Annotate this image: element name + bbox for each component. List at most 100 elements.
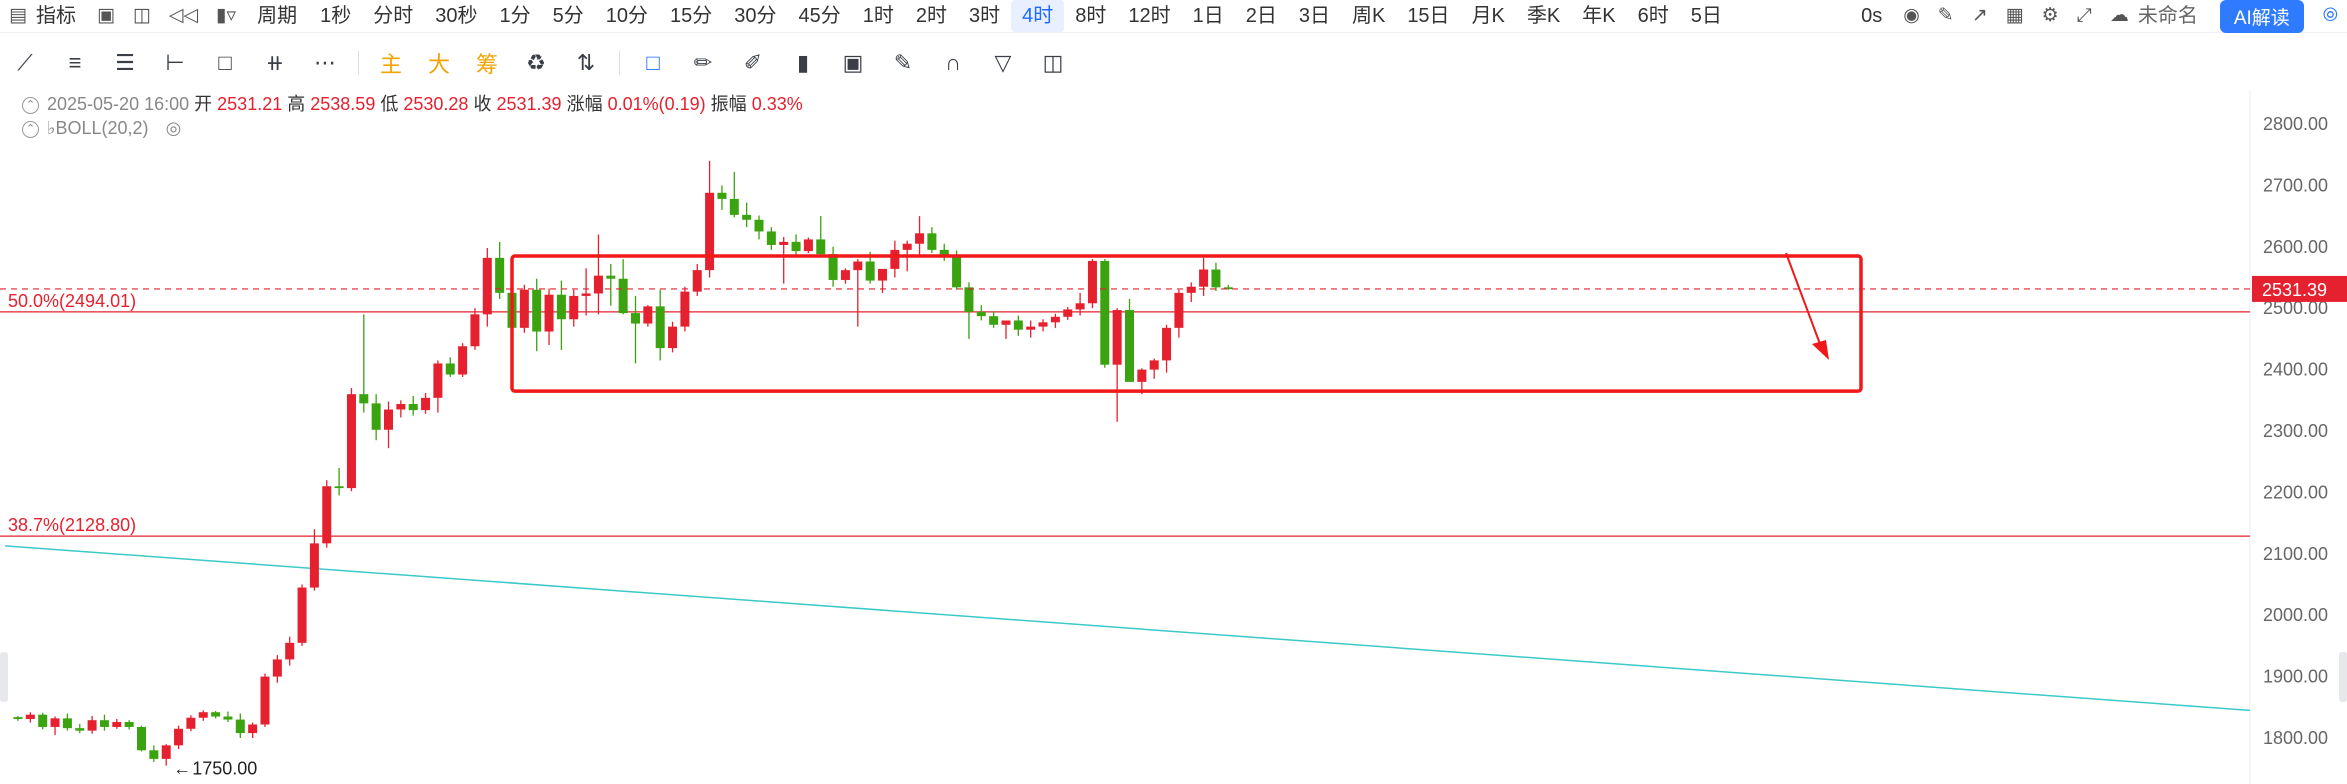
pen-icon[interactable]: ✎ [1937,5,1954,26]
range-box [510,254,1863,393]
candle-body [149,750,159,759]
candle-body [1199,269,1209,287]
period-16[interactable]: 2日 [1245,5,1277,27]
period-24[interactable]: 5日 [1690,5,1722,27]
period-12[interactable]: 4时 [1011,0,1065,32]
low-price-label: 1750.00 [192,759,257,779]
save-icon[interactable]: ▦ [2005,5,2024,26]
magnet-icon[interactable]: ∩ [945,50,961,75]
ruler-icon[interactable]: ✏ [693,50,713,75]
candle-body [248,724,258,734]
adjust-icon[interactable]: ⇅ [576,50,596,75]
parallel-tool-icon[interactable]: ☰ [115,50,135,75]
candle-body [470,314,480,347]
more-tools-icon[interactable]: ⋯ [314,50,336,75]
candle-body [1223,287,1233,290]
y-tick-label: 2500.00 [2263,298,2328,318]
brush-icon[interactable]: ✐ [743,50,763,75]
collapse-icon[interactable]: ⌃ [22,96,39,114]
layout-icon[interactable]: ◫ [132,5,151,26]
y-tick-label: 2200.00 [2263,482,2328,502]
candle-body [964,287,974,312]
fullscreen-icon[interactable]: ⤢ [2076,5,2092,26]
candle-body [1162,327,1172,361]
line-tool-icon[interactable]: ⟋ [17,50,33,75]
candle-body [75,728,85,731]
candle-body [593,275,603,294]
period-3[interactable]: 1分 [499,5,531,27]
period-2[interactable]: 30秒 [435,5,478,27]
eye-off-icon[interactable]: ◎ [165,118,182,138]
chip-toggle[interactable]: 筹 [475,52,498,77]
bookmark-icon[interactable]: □ [646,50,660,75]
candle-body [137,726,146,751]
candle-body [421,397,431,411]
bar-date: 2025-05-20 16:00 [47,94,190,114]
ai-analysis-button[interactable]: AI解读 [2219,0,2304,33]
big-order-toggle[interactable]: 大 [427,52,450,77]
y-tick-label: 2400.00 [2263,360,2328,380]
candle-body [13,717,23,719]
layout-name[interactable]: 未命名 [2137,5,2198,27]
candle-body [297,587,307,643]
lock-icon[interactable]: ▣ [842,50,864,75]
period-10[interactable]: 2时 [915,5,947,27]
period-13[interactable]: 8时 [1075,5,1107,27]
candles-icon[interactable]: ▮ [796,50,810,75]
candle-body [174,728,184,746]
trash-icon[interactable]: ◫ [1042,50,1064,75]
calendar-icon[interactable]: ▣ [96,5,115,26]
hline-tool-icon[interactable]: ≡ [68,50,82,75]
candle-body [1063,309,1073,317]
cloud-icon[interactable]: ☁ [2109,5,2129,26]
share-icon[interactable]: ⦾ [2322,5,2338,26]
period-0[interactable]: 1秒 [320,5,352,27]
bell-icon[interactable]: ♭ [47,118,56,138]
camera-icon[interactable]: ◉ [1903,5,1920,26]
period-14[interactable]: 12时 [1128,5,1171,27]
candle-body [754,219,764,232]
rect-tool-icon[interactable]: □ [218,50,232,75]
indicator-icon[interactable]: ▤ [9,5,27,26]
period-18[interactable]: 周K [1351,5,1386,27]
candle-body [766,231,776,245]
period-23[interactable]: 6时 [1637,5,1669,27]
period-9[interactable]: 1时 [862,5,894,27]
period-5[interactable]: 10分 [605,5,648,27]
period-1[interactable]: 分时 [373,5,414,27]
candle-body [458,346,468,375]
scroll-handle-left [0,652,8,702]
rewind-icon[interactable]: ◁◁ [168,5,199,26]
period-11[interactable]: 3时 [968,5,1001,27]
edit-icon[interactable]: ✎ [893,50,913,75]
settings-icon[interactable]: ⚙ [2041,5,2059,26]
period-17[interactable]: 3日 [1298,5,1330,27]
period-4[interactable]: 5分 [552,5,584,27]
candle-type-icon[interactable]: ▮▿ [216,5,237,26]
share-out-icon[interactable]: ↗ [1971,5,1988,26]
candle-body [902,243,912,250]
period-7[interactable]: 30分 [734,5,777,27]
period-15[interactable]: 1日 [1192,5,1224,27]
candle-body [112,722,122,727]
collapse-icon[interactable]: ⌃ [22,120,39,138]
compare-icon[interactable]: ♻ [526,50,546,75]
candle-body [87,720,97,731]
indicator-button[interactable]: 指标 [35,5,76,27]
open-value: 2531.21 [217,94,283,114]
filter-icon[interactable]: ▽ [994,50,1012,75]
period-20[interactable]: 月K [1471,5,1505,27]
fib-tool-icon[interactable]: ⧺ [265,50,285,75]
candle-body [779,241,789,245]
period-6[interactable]: 15分 [669,5,713,27]
period-21[interactable]: 季K [1526,5,1561,27]
period-dropdown[interactable]: 周期 [257,5,298,27]
period-22[interactable]: 年K [1582,5,1616,27]
candle-body [791,241,801,252]
candle-body [853,261,863,271]
ray-tool-icon[interactable]: ⊢ [165,50,185,75]
period-19[interactable]: 15日 [1407,5,1450,27]
period-8[interactable]: 45分 [798,5,841,27]
main-chart-toggle[interactable]: 主 [379,52,402,77]
